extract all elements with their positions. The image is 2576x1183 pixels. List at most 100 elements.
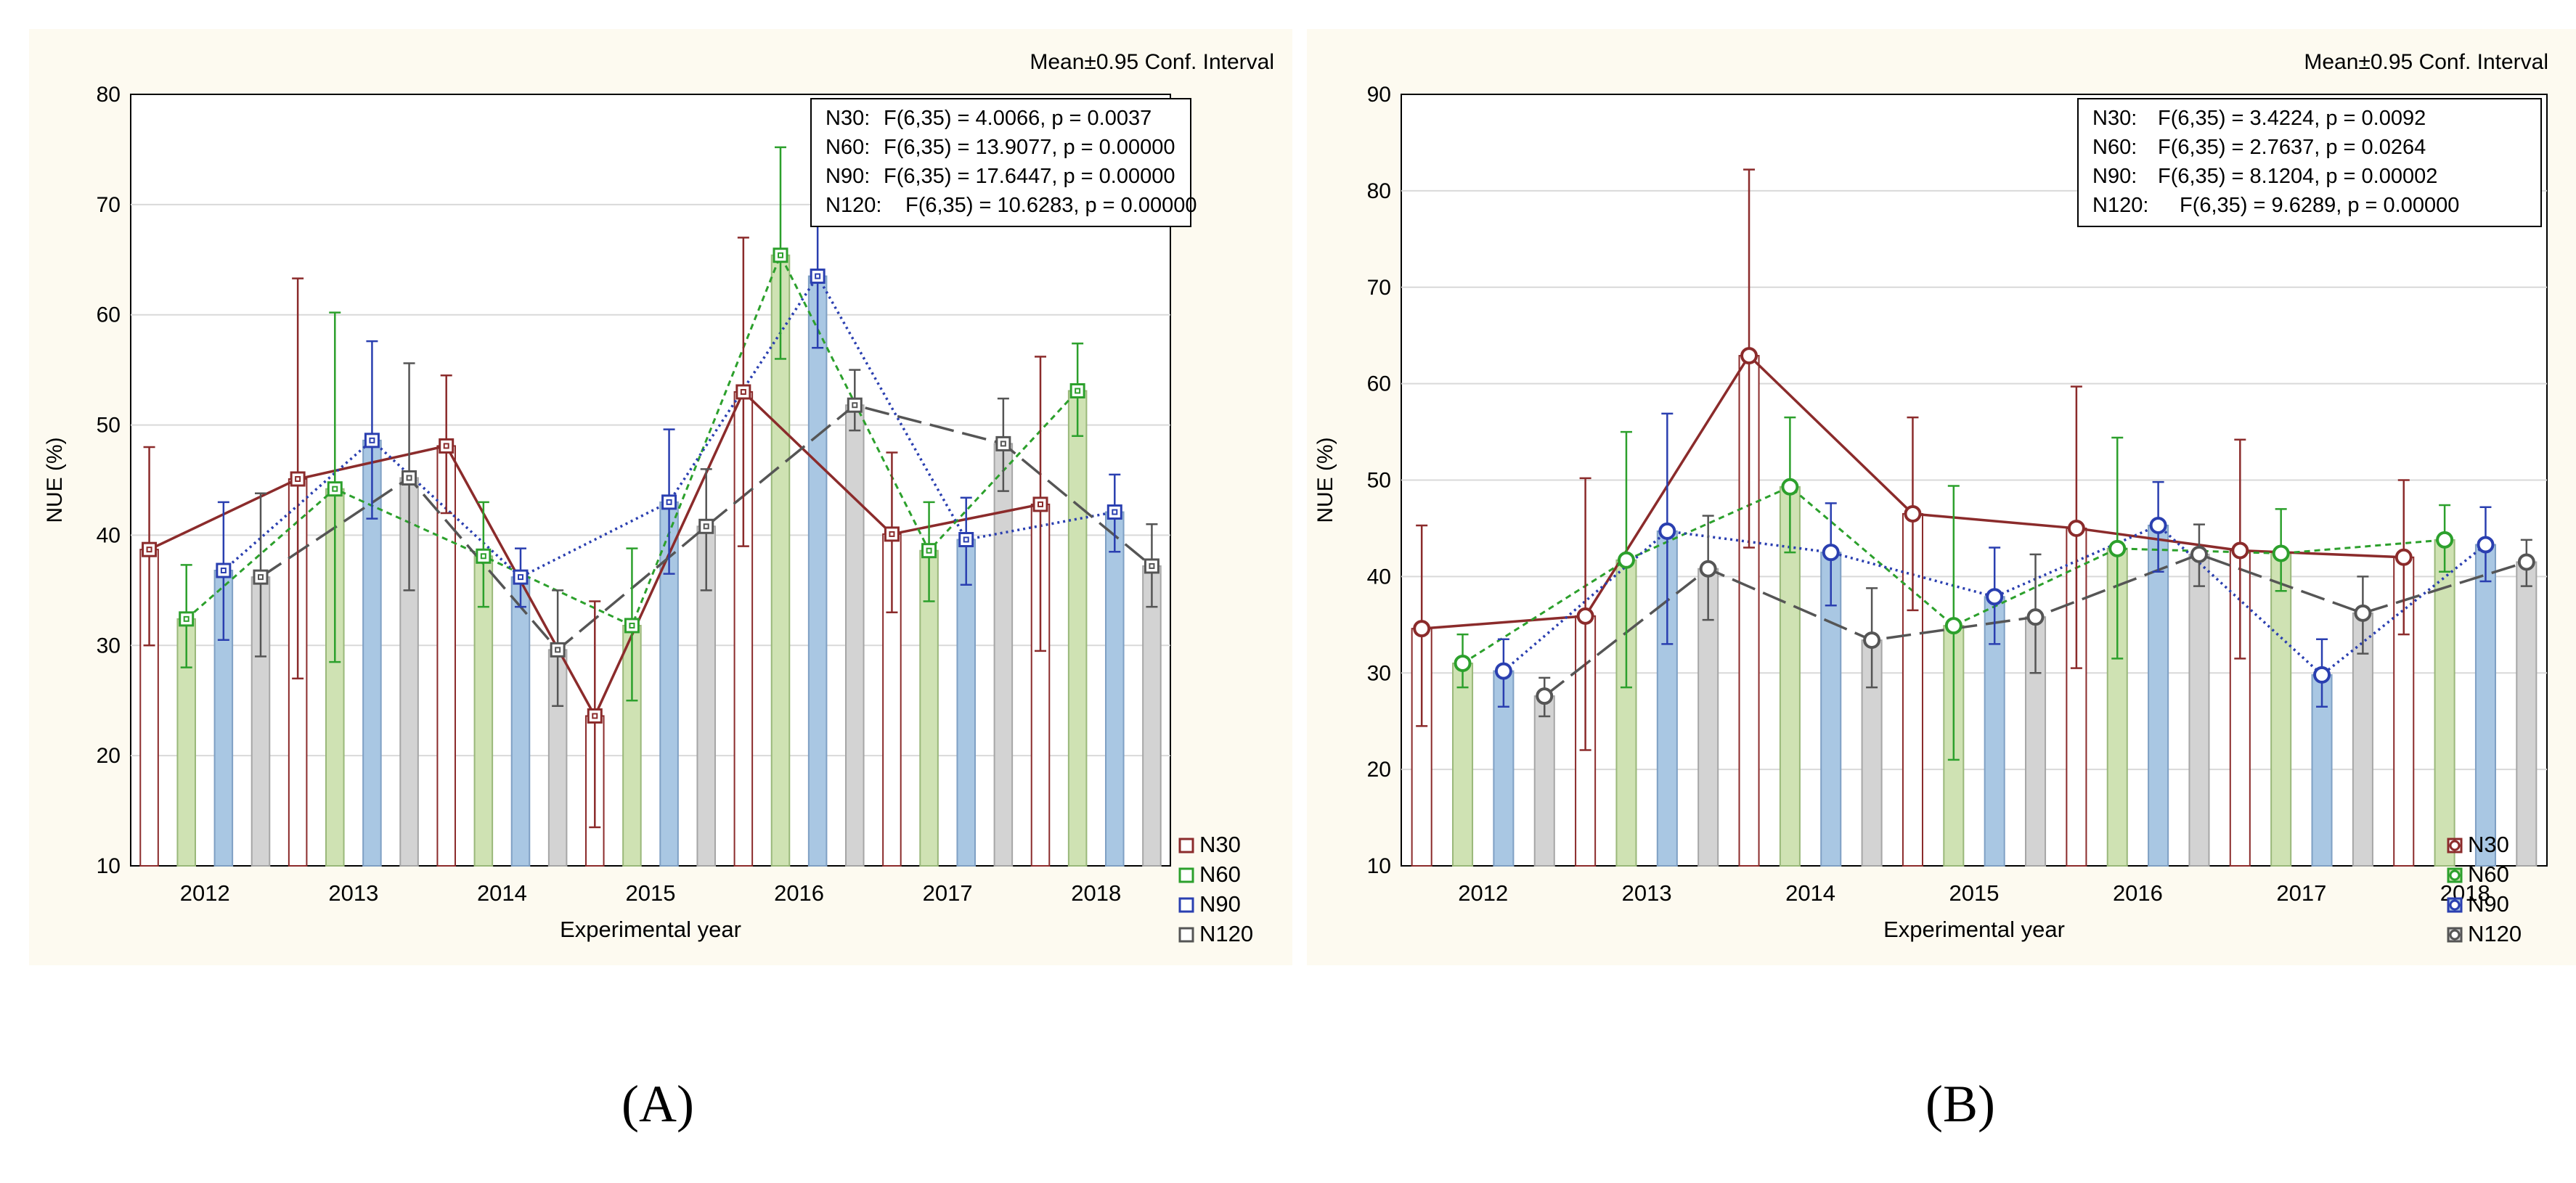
- x-tick-label: 2016: [774, 880, 824, 906]
- stats-text: F(6,35) = 9.6289, p = 0.00000: [2180, 194, 2459, 217]
- data-point-inner: [1038, 501, 1043, 507]
- chart-title: Mean±0.95 Conf. Interval: [2304, 50, 2548, 74]
- bar-n120: [845, 404, 865, 867]
- y-tick-label: 10: [1367, 854, 1391, 878]
- x-tick-label: 2012: [1458, 880, 1508, 906]
- bar-n30: [733, 391, 754, 867]
- y-tick-label: 70: [1367, 276, 1391, 300]
- data-point: [810, 269, 826, 285]
- y-tick-label: 50: [97, 414, 121, 438]
- data-point: [958, 532, 974, 548]
- data-point: [1617, 551, 1635, 569]
- stats-series-name: N90:: [2092, 165, 2137, 188]
- bar-n60: [1452, 662, 1474, 867]
- legend-label-n120: N120: [1199, 921, 1253, 946]
- data-point-inner: [963, 536, 969, 543]
- x-tick-label: 2015: [1949, 880, 2000, 906]
- stats-series-name: N60:: [2092, 136, 2137, 159]
- legend-marker-dot: [2449, 929, 2461, 941]
- bar-n30: [436, 445, 456, 867]
- data-point-inner: [406, 475, 412, 481]
- bar-n90: [807, 275, 828, 867]
- panel-label-b: (B): [1925, 1075, 1995, 1133]
- data-point: [1069, 382, 1085, 398]
- y-tick-label: 40: [97, 523, 121, 547]
- legend-marker: [1178, 867, 1194, 883]
- x-tick-label: 2017: [2276, 880, 2326, 906]
- y-tick-label: 50: [1367, 469, 1391, 493]
- data-point: [587, 708, 603, 724]
- data-point-inner: [146, 547, 152, 553]
- legend-label-n30: N30: [2468, 832, 2509, 857]
- data-point: [1413, 620, 1431, 638]
- y-tick-label: 60: [1367, 372, 1391, 396]
- data-point: [1740, 347, 1758, 365]
- data-point: [1536, 687, 1554, 705]
- data-point-inner: [555, 647, 561, 653]
- stats-box: [2077, 98, 2542, 227]
- legend-label-n60: N60: [1199, 861, 1241, 887]
- bar-n60: [622, 624, 642, 867]
- legend-label-n90: N90: [1199, 891, 1241, 917]
- data-point: [476, 548, 492, 564]
- data-point-inner: [183, 615, 189, 622]
- x-tick-label: 2016: [2113, 880, 2163, 906]
- data-point: [2436, 531, 2454, 549]
- y-tick-label: 20: [97, 744, 121, 768]
- x-tick-label: 2013: [1622, 880, 1672, 906]
- data-point: [216, 562, 232, 578]
- data-point: [1576, 607, 1594, 625]
- legend-label-n30: N30: [1199, 832, 1241, 857]
- x-tick-label: 2015: [626, 880, 676, 906]
- stats-text: F(6,35) = 10.6283, p = 0.00000: [905, 194, 1197, 217]
- data-point-inner: [778, 252, 783, 258]
- y-tick-label: 20: [1367, 758, 1391, 782]
- data-point-inner: [258, 574, 264, 581]
- bar-n90: [510, 576, 531, 867]
- stats-text: F(6,35) = 2.7637, p = 0.0264: [2158, 136, 2426, 159]
- data-point: [735, 384, 751, 400]
- data-point: [550, 642, 566, 658]
- bar-n90: [956, 539, 976, 867]
- data-point: [142, 541, 158, 557]
- data-point: [847, 397, 863, 413]
- x-tick-label: 2017: [923, 880, 973, 906]
- legend-marker: [1178, 838, 1194, 854]
- data-point: [1986, 588, 2004, 606]
- data-point: [1944, 617, 1962, 635]
- data-point-inner: [332, 486, 338, 492]
- data-point: [1106, 504, 1122, 520]
- data-point: [2067, 519, 2085, 537]
- stats-text: F(6,35) = 4.0066, p = 0.0037: [884, 107, 1152, 130]
- data-point-inner: [295, 475, 301, 482]
- bar-n60: [2270, 552, 2292, 867]
- bar-n90: [2148, 524, 2169, 867]
- y-tick-label: 80: [97, 83, 121, 107]
- panel-label-a: (A): [621, 1075, 694, 1133]
- bar-n120: [2352, 612, 2373, 867]
- data-point: [1144, 558, 1159, 574]
- data-point: [2149, 516, 2167, 534]
- x-axis-label: Experimental year: [1883, 917, 2065, 942]
- y-tick-label: 90: [1367, 83, 1391, 107]
- data-point: [2231, 541, 2249, 560]
- x-tick-label: 2014: [1785, 880, 1835, 906]
- legend-marker-dot: [2449, 869, 2461, 881]
- data-point: [1904, 505, 1922, 523]
- y-tick-label: 10: [97, 854, 121, 878]
- data-point: [2354, 604, 2372, 622]
- data-point-inner: [852, 402, 858, 409]
- data-point: [253, 569, 269, 585]
- x-tick-label: 2012: [180, 880, 230, 906]
- y-tick-label: 40: [1367, 565, 1391, 589]
- data-point: [698, 518, 714, 534]
- stats-box: [810, 98, 1191, 227]
- data-point: [327, 481, 343, 497]
- data-point: [995, 435, 1011, 451]
- legend-marker: [1178, 927, 1194, 943]
- bar-n120: [2188, 553, 2210, 867]
- data-point-inner: [480, 553, 486, 560]
- data-point-inner: [592, 713, 598, 719]
- chart-panel-b: 10 20 30 40 50 60 70 80 90 NUE (%) Mean±0.95 Conf.…: [1307, 29, 2576, 965]
- data-point-inner: [369, 437, 375, 443]
